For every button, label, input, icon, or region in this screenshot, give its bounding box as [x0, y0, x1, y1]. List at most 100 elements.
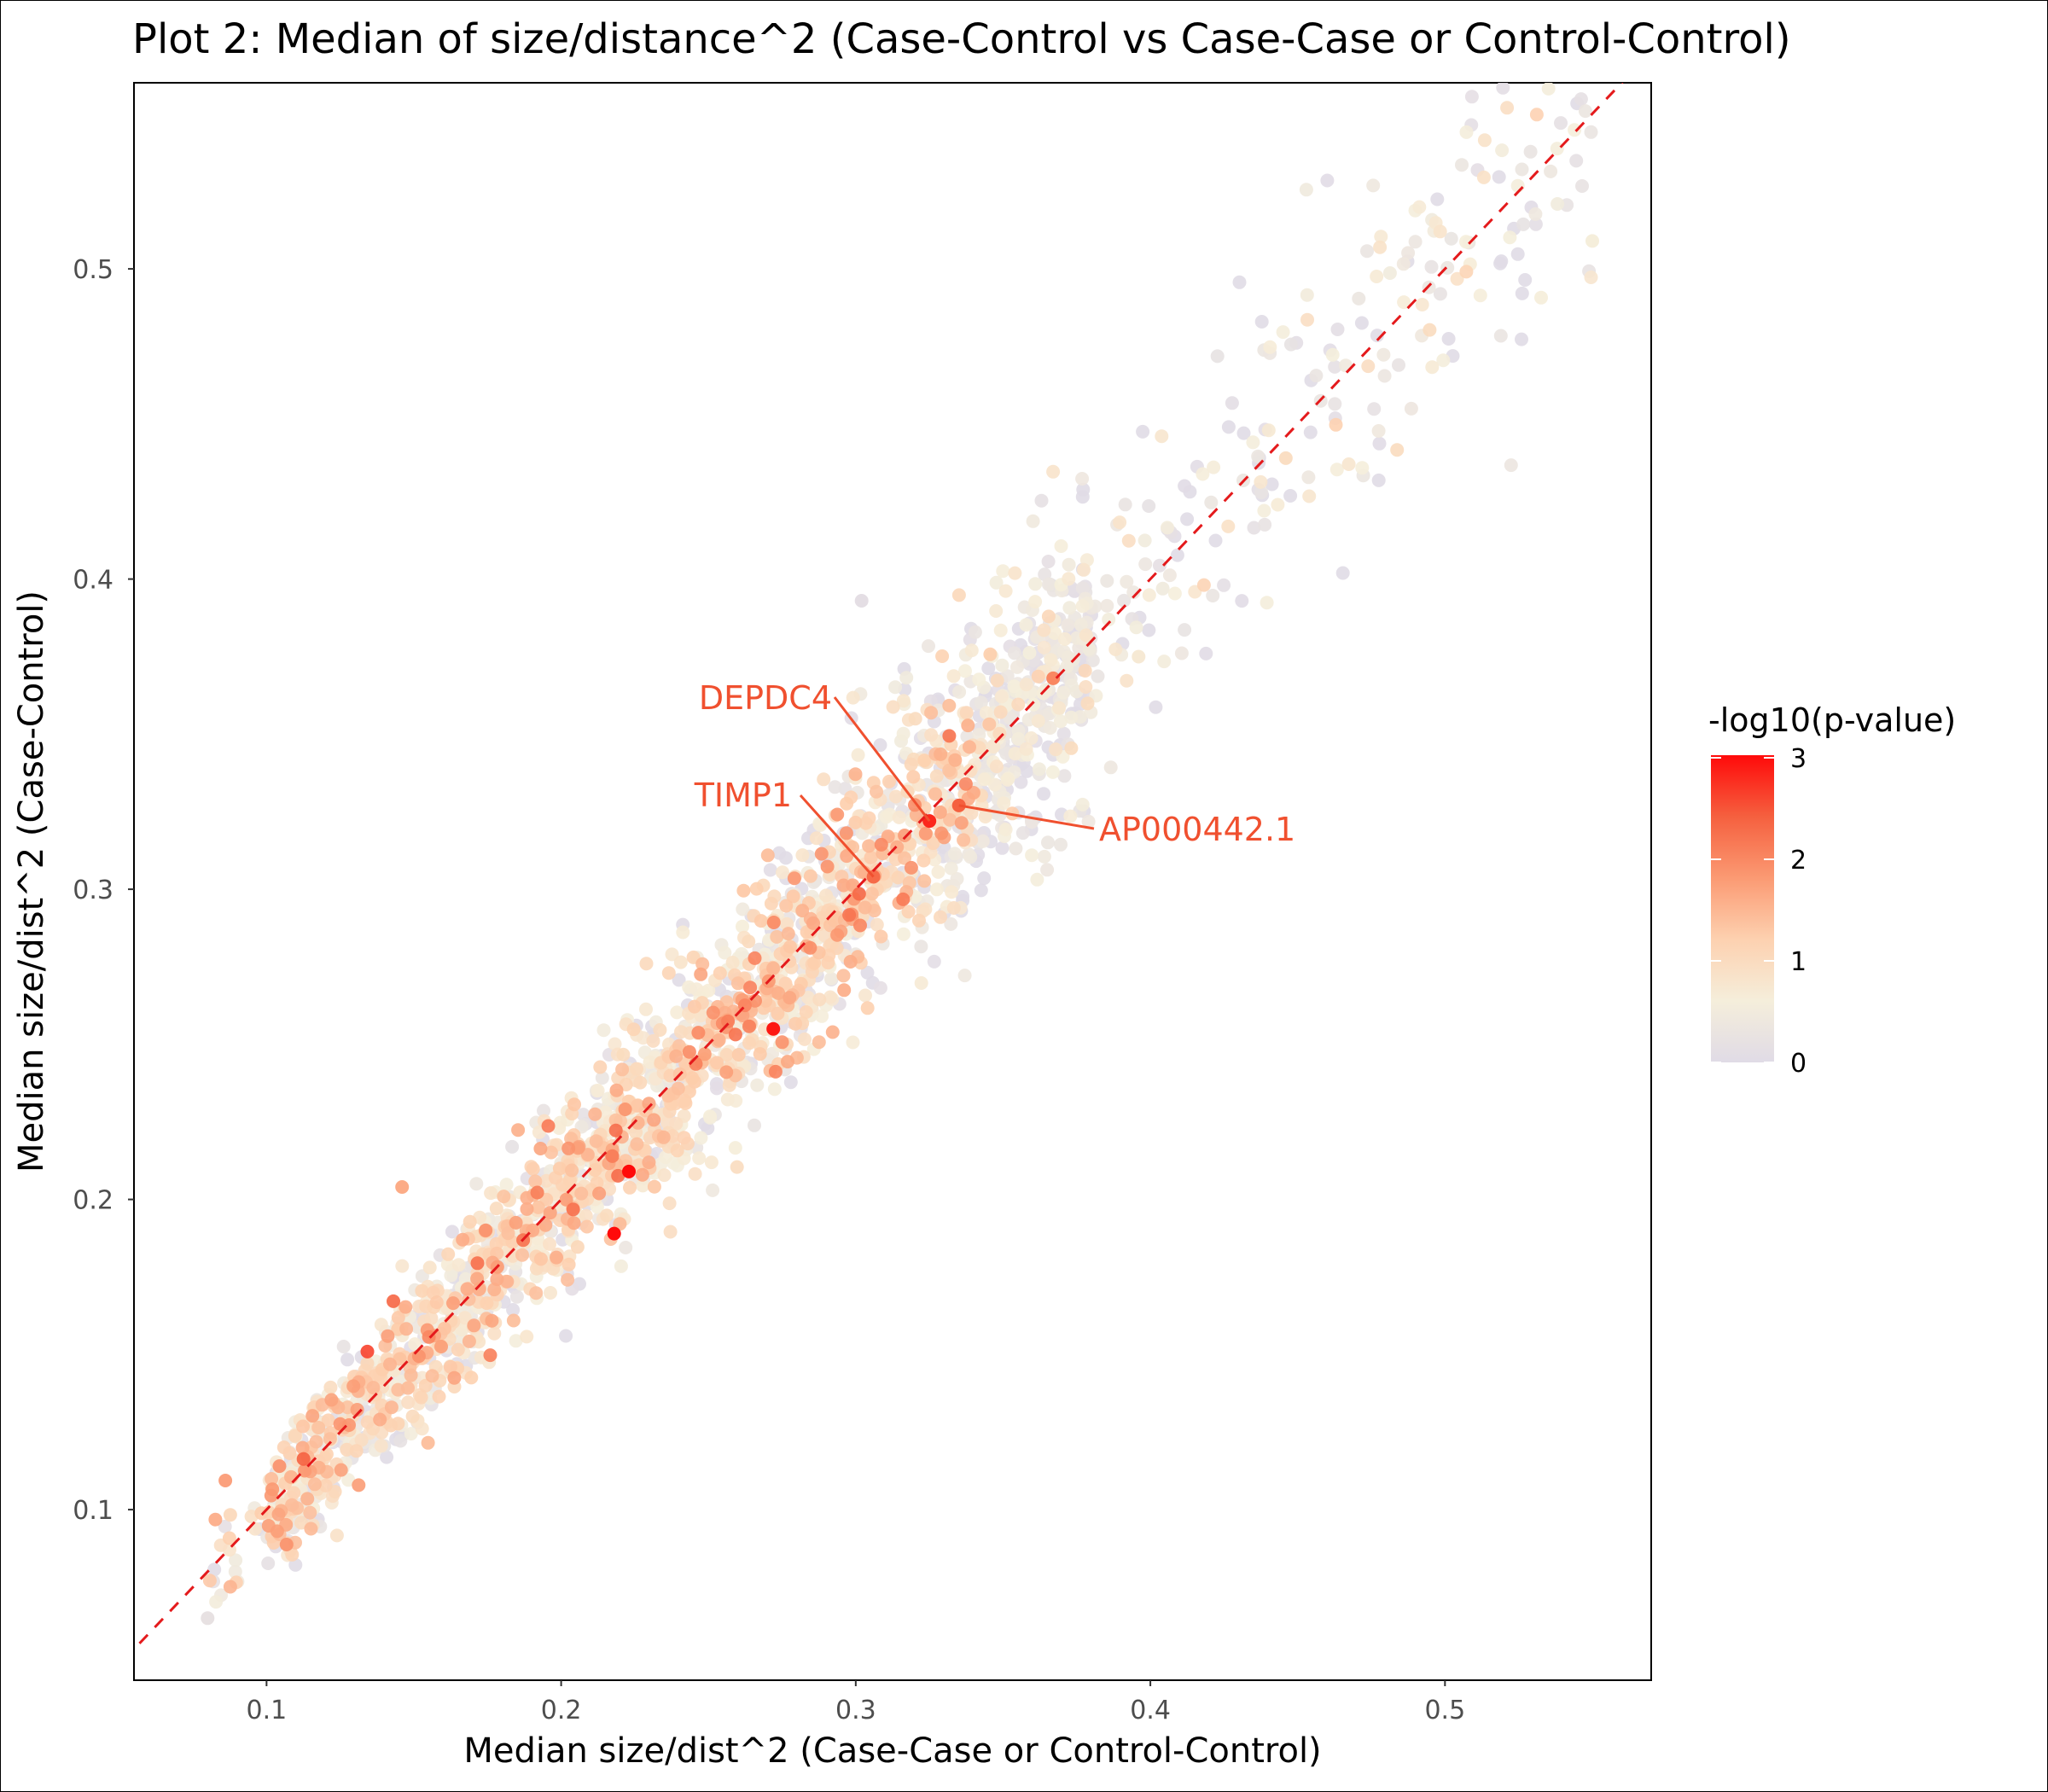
- scatter-point: [753, 914, 768, 928]
- scatter-point: [1034, 493, 1049, 508]
- scatter-point: [509, 1334, 523, 1348]
- scatter-point: [743, 980, 758, 995]
- scatter-point: [228, 1564, 242, 1579]
- scatter-point: [434, 1340, 448, 1353]
- scatter-point: [350, 1403, 364, 1417]
- scatter-point: [1330, 323, 1345, 336]
- scatter-point: [360, 1415, 375, 1429]
- scatter-point: [384, 1418, 399, 1433]
- scatter-point: [1041, 555, 1056, 568]
- scatter-point: [626, 1022, 641, 1037]
- scatter-point: [1208, 533, 1223, 548]
- scatter-point: [1011, 732, 1026, 746]
- scatter-point: [432, 1389, 446, 1404]
- scatter-point: [803, 940, 817, 955]
- scatter-point: [208, 1512, 223, 1527]
- scatter-point: [366, 1381, 381, 1395]
- scatter-point: [469, 1177, 484, 1191]
- scatter-point: [1028, 595, 1043, 609]
- scatter-point: [1263, 340, 1277, 354]
- scatter-point: [787, 871, 801, 886]
- scatter-point: [924, 706, 939, 720]
- scatter-point: [615, 1062, 630, 1077]
- scatter-point: [1459, 265, 1474, 279]
- scatter-point: [1408, 235, 1423, 249]
- scatter-point: [1464, 90, 1479, 104]
- scatter-point: [858, 816, 873, 830]
- scatter-point: [1015, 826, 1030, 841]
- scatter-point: [924, 728, 939, 742]
- scatter-point: [561, 1141, 576, 1155]
- scatter-point: [202, 1574, 217, 1588]
- scatter-point: [543, 1206, 557, 1220]
- scatter-point: [1196, 578, 1211, 592]
- scatter-point: [657, 1168, 672, 1183]
- scatter-point: [997, 796, 1011, 811]
- scatter-point: [552, 1161, 567, 1176]
- scatter-point: [636, 1178, 650, 1193]
- scatter-point: [1430, 192, 1445, 207]
- scatter-point: [1075, 581, 1090, 596]
- scatter-point: [958, 664, 972, 678]
- scatter-point: [824, 971, 838, 986]
- scatter-point: [1382, 266, 1397, 280]
- scatter-point: [1031, 669, 1045, 684]
- scatter-point: [374, 1318, 388, 1332]
- scatter-point: [766, 916, 781, 929]
- scatter-point: [1251, 449, 1265, 463]
- scatter-point: [1126, 585, 1141, 600]
- scatter-point: [1063, 809, 1078, 823]
- scatter-point: [1516, 217, 1531, 231]
- scatter-point: [336, 1340, 351, 1353]
- scatter-point: [485, 1313, 499, 1328]
- scatter-point: [722, 1078, 736, 1092]
- scatter-point: [1396, 257, 1411, 271]
- scatter-point: [1554, 116, 1568, 131]
- legend-title: -log10(p-value): [1708, 701, 1956, 739]
- scatter-point: [779, 899, 794, 913]
- scatter-point: [1372, 436, 1387, 451]
- scatter-point: [906, 770, 921, 784]
- scatter-point: [1575, 179, 1589, 193]
- scatter-point: [1075, 599, 1090, 614]
- scatter-point: [703, 1109, 717, 1124]
- annotation-label: DEPDC4: [699, 679, 832, 717]
- scatter-point: [1022, 646, 1037, 660]
- scatter-point: [750, 1078, 765, 1092]
- scatter-point: [1142, 623, 1156, 637]
- scatter-point: [896, 927, 911, 941]
- scatter-point: [608, 1123, 623, 1137]
- scatter-point: [992, 808, 1007, 823]
- scatter-point: [712, 1033, 726, 1047]
- scatter-point: [600, 1208, 614, 1223]
- scatter-point: [812, 1035, 826, 1050]
- scatter-point: [695, 957, 710, 971]
- scatter-point: [1276, 325, 1290, 340]
- scatter-point: [602, 1182, 617, 1196]
- scatter-point: [914, 940, 928, 954]
- scatter-point: [760, 848, 775, 863]
- scatter-point: [718, 945, 732, 960]
- scatter-point: [1476, 170, 1491, 184]
- scatter-point: [706, 1183, 720, 1197]
- scatter-point: [470, 1256, 485, 1271]
- scatter-point: [1258, 517, 1272, 532]
- scatter-point: [1142, 588, 1156, 602]
- scatter-point: [1401, 246, 1416, 260]
- scatter-point: [888, 789, 903, 804]
- annotation-connector: [833, 696, 931, 823]
- scatter-point: [285, 1547, 300, 1562]
- scatter-point: [725, 956, 740, 969]
- scatter-point: [1019, 678, 1033, 692]
- chart-title: Plot 2: Median of size/distance^2 (Case-…: [132, 15, 1791, 63]
- scatter-point: [719, 1065, 734, 1079]
- scatter-point: [870, 917, 884, 932]
- scatter-point: [421, 1435, 435, 1450]
- scatter-point: [1057, 631, 1072, 646]
- scatter-point: [1329, 417, 1343, 432]
- scatter-point: [1046, 464, 1061, 479]
- scatter-point: [942, 763, 957, 777]
- scatter-point: [1137, 533, 1152, 548]
- scatter-point: [1376, 347, 1391, 362]
- scatter-point: [978, 810, 992, 823]
